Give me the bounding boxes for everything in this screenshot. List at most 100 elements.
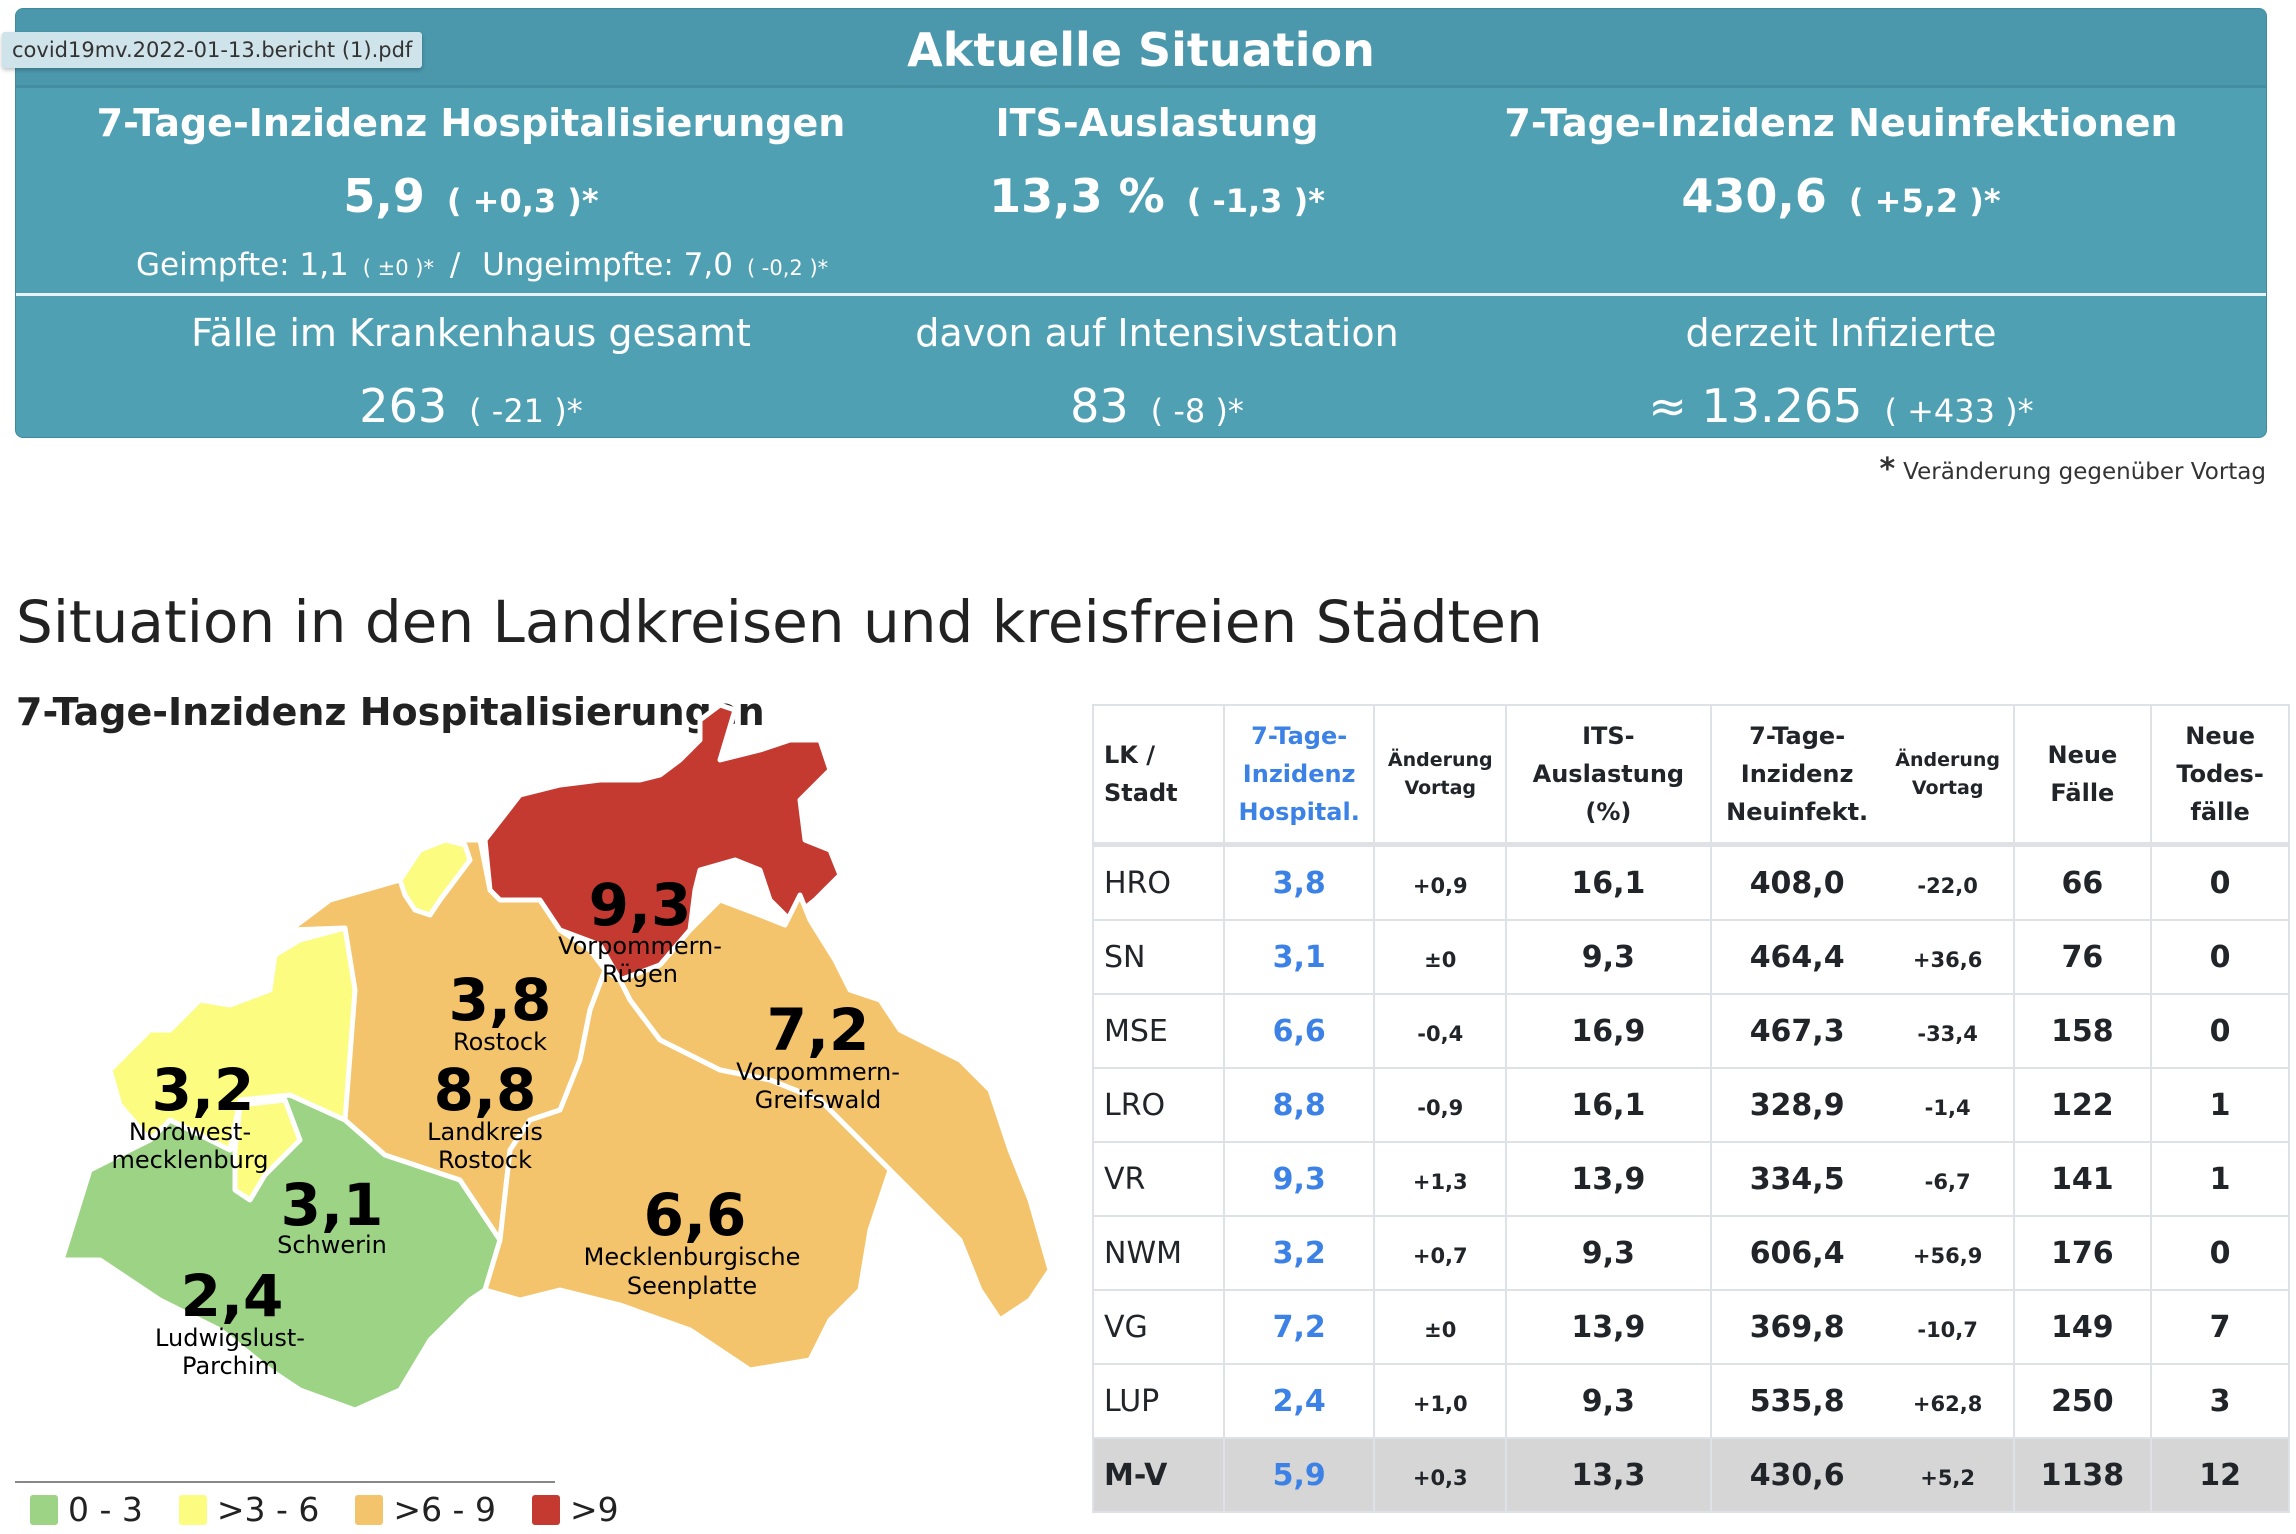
header-hosp: 7-Tage- Inzidenz Hospital. [1223, 704, 1376, 847]
header-line: Inzidenz [1242, 760, 1356, 788]
table-header-row: LK / Stadt 7-Tage- Inzidenz Hospital. Änder… [1091, 704, 2290, 847]
label-NWM-name1: Nordwest- [129, 1118, 251, 1146]
cell-its: 13,3 [1505, 1437, 1712, 1513]
cell-inz: 464,4 [1709, 919, 1883, 995]
icu-cases-value: 83 [1070, 379, 1129, 433]
cell-deaths: 0 [2150, 1215, 2290, 1291]
header-lk: LK / Stadt [1091, 704, 1226, 847]
cell-cases: 176 [2012, 1215, 2153, 1291]
label-VR-name2: Rügen [602, 960, 678, 988]
cell-inz: 334,5 [1709, 1141, 1883, 1217]
cell-lk: SN [1091, 919, 1226, 995]
label-MSE-value: 6,6 [644, 1181, 747, 1249]
cell-deaths: 0 [2150, 919, 2290, 995]
label-HRO-value: 3,8 [449, 966, 552, 1034]
unvaccinated-change: ( -0,2 )* [746, 256, 829, 280]
district-map: 9,3 Vorpommern- Rügen 3,8 Rostock 8,8 La… [59, 702, 1053, 1413]
cell-deaths: 0 [2150, 993, 2290, 1069]
region-SN[interactable] [232, 1097, 303, 1203]
cell-its: 9,3 [1505, 1215, 1712, 1291]
cell-inz: 430,6 [1709, 1437, 1883, 1513]
header-line: (%) [1585, 798, 1632, 826]
cell-lk: MSE [1091, 993, 1226, 1069]
cell-its: 16,1 [1505, 843, 1712, 921]
cell-lk: LUP [1091, 1363, 1226, 1439]
metric-inz-value: 430,6 [1681, 169, 1827, 223]
infected: ≈ 13.265 ( +433 )* [1466, 379, 2216, 433]
metric-its: 13,3 % ( -1,3 )* [782, 169, 1532, 223]
cell-inz-change: +56,9 [1882, 1215, 2015, 1291]
cell-hosp: 7,2 [1223, 1289, 1376, 1365]
cell-deaths: 1 [2150, 1067, 2290, 1143]
cell-hosp: 2,4 [1223, 1363, 1376, 1439]
header-inz: 7-Tage- Inzidenz Neuinfekt. [1709, 704, 1883, 847]
region-MSE[interactable] [482, 967, 893, 1373]
table-row: VG 7,2 ±0 13,9 369,8 -10,7 149 7 [1091, 1289, 2290, 1365]
cell-deaths: 3 [2150, 1363, 2290, 1439]
hospital-cases-change: ( -21 )* [469, 392, 583, 430]
header-line: Änderung [1387, 749, 1493, 771]
cell-hosp-change: +1,3 [1373, 1141, 1508, 1217]
cell-inz-change: +36,6 [1882, 919, 2015, 995]
table-row: VR 9,3 +1,3 13,9 334,5 -6,7 141 1 [1091, 1141, 2290, 1217]
cell-inz: 369,8 [1709, 1289, 1883, 1365]
infected-label: derzeit Infizierte [1685, 311, 1997, 355]
cell-hosp-change: -0,9 [1373, 1067, 1508, 1143]
cell-hosp: 3,2 [1223, 1215, 1376, 1291]
metric-its-change: ( -1,3 )* [1186, 182, 1325, 220]
cell-inz-change: -33,4 [1882, 993, 2015, 1069]
region-VR[interactable] [482, 702, 843, 983]
header-line: Todes- [2176, 760, 2264, 788]
vaccinated-value: Geimpfte: 1,1 [136, 247, 349, 283]
cell-inz-change: +62,8 [1882, 1363, 2015, 1439]
region-HRO[interactable] [397, 837, 473, 918]
metric-its-label: ITS-Auslastung [995, 101, 1319, 145]
cell-hosp: 3,1 [1223, 919, 1376, 995]
header-cases: Neue Fälle [2012, 704, 2153, 847]
table-row: MSE 6,6 -0,4 16,9 467,3 -33,4 158 0 [1091, 993, 2290, 1069]
label-LUP-name2: Parchim [182, 1352, 278, 1380]
icu-cases-label: davon auf Intensivstation [915, 311, 1399, 355]
header-line: LK / [1104, 741, 1156, 769]
header-line: Auslastung [1532, 760, 1685, 788]
metric-inz-label: 7-Tage-Inzidenz Neuinfektionen [1504, 101, 2178, 145]
cell-cases: 141 [2012, 1141, 2153, 1217]
hospital-cases: 263 ( -21 )* [96, 379, 846, 433]
cell-lk: HRO [1091, 843, 1226, 921]
district-table: LK / Stadt 7-Tage- Inzidenz Hospital. Änder… [1091, 704, 2290, 1513]
label-SN-value: 3,1 [281, 1171, 384, 1239]
label-LRO-name1: Landkreis [427, 1118, 543, 1146]
cell-cases: 76 [2012, 919, 2153, 995]
legend-label: 0 - 3 [68, 1490, 143, 1529]
cell-inz-change: -1,4 [1882, 1067, 2015, 1143]
label-NWM-name2: mecklenburg [111, 1146, 268, 1174]
cell-its: 16,9 [1505, 993, 1712, 1069]
metric-inz: 430,6 ( +5,2 )* [1466, 169, 2216, 223]
vaccination-breakdown: Geimpfte: 1,1 ( ±0 )* / Ungeimpfte: 7,0 ( … [136, 247, 834, 283]
icu-cases: 83 ( -8 )* [782, 379, 1532, 433]
table-row: NWM 3,2 +0,7 9,3 606,4 +56,9 176 0 [1091, 1215, 2290, 1291]
cell-inz: 467,3 [1709, 993, 1883, 1069]
metric-inz-change: ( +5,2 )* [1848, 182, 2001, 220]
legend-divider [15, 1481, 555, 1483]
cell-cases: 250 [2012, 1363, 2153, 1439]
header-line: fälle [2190, 798, 2250, 826]
table-row: SN 3,1 ±0 9,3 464,4 +36,6 76 0 [1091, 919, 2290, 995]
legend-item: >9 [531, 1490, 619, 1529]
summary-panel: Aktuelle Situation 7-Tage-Inzidenz Hospi… [15, 8, 2267, 438]
cell-cases: 122 [2012, 1067, 2153, 1143]
cell-deaths: 7 [2150, 1289, 2290, 1365]
infected-change: ( +433 )* [1884, 392, 2034, 430]
cell-hosp: 5,9 [1223, 1437, 1376, 1513]
metric-hosp-change: ( +0,3 )* [446, 182, 599, 220]
legend-label: >3 - 6 [216, 1490, 320, 1529]
label-HRO-name1: Rostock [453, 1028, 547, 1056]
header-line: Vortag [1404, 777, 1477, 799]
cell-inz-change: +5,2 [1882, 1437, 2015, 1513]
cell-cases: 158 [2012, 993, 2153, 1069]
cell-lk: M-V [1091, 1437, 1226, 1513]
cell-inz: 535,8 [1709, 1363, 1883, 1439]
table-row: HRO 3,8 +0,9 16,1 408,0 -22,0 66 0 [1091, 843, 2290, 921]
header-line: Stadt [1104, 779, 1178, 807]
map-legend: 0 - 3 >3 - 6 >6 - 9 >9 [30, 1490, 655, 1529]
